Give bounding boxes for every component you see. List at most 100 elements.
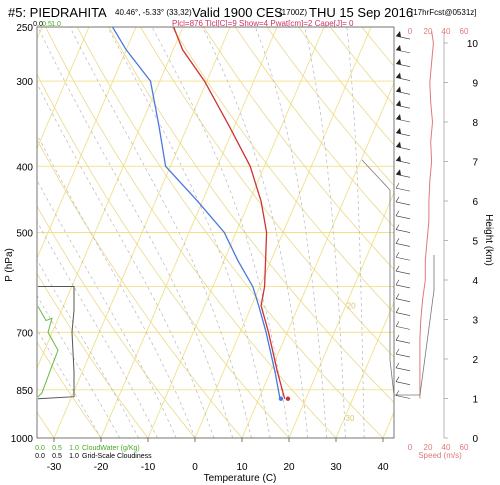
wind-barb xyxy=(395,293,411,303)
wind-barb-feather xyxy=(395,224,400,230)
wind-barb-staff xyxy=(395,243,411,247)
wind-barb-feather xyxy=(395,210,400,216)
cloud-panel xyxy=(37,286,75,400)
wind-barb-flag xyxy=(396,169,401,176)
wind-barb-staff xyxy=(395,339,411,344)
x-axis-title: Temperature (C) xyxy=(204,473,277,484)
height-tick-label: 4 xyxy=(472,276,478,287)
wind-barb-staff xyxy=(395,104,411,109)
chart-title-coords: 40.46°, -5.33° (33,32) xyxy=(115,8,192,17)
wind-barb-flag xyxy=(396,100,401,107)
cloudiness-tick-label: 0.5 xyxy=(52,453,62,460)
chart-params: Plcl=876 Tlcl[C]=9 Show=4 Pwat[cm]=2 Cap… xyxy=(172,19,354,28)
temperature-tick-label: 40 xyxy=(377,462,389,473)
moist-adiabat xyxy=(37,179,177,438)
speed-tick-label: 0 xyxy=(408,443,413,452)
column-outline xyxy=(361,159,435,396)
wind-barb-staff xyxy=(395,77,411,81)
dry-adiabat xyxy=(108,27,394,404)
wind-barb-feather xyxy=(395,348,400,355)
isotherm-line xyxy=(37,27,137,260)
speed-axis-top-label: 0 xyxy=(408,27,413,36)
temperature-point xyxy=(285,396,291,401)
cloudwater-tick-label: 0.0 xyxy=(35,445,45,452)
wind-barb xyxy=(395,307,411,316)
chart-title-valid-z: (1700Z) xyxy=(279,8,307,17)
wind-barb-flag xyxy=(396,72,401,79)
wind-barb-staff xyxy=(395,132,411,137)
wind-barb-feather xyxy=(395,376,400,382)
wind-barb-flag xyxy=(396,127,401,134)
wind-barb-feather xyxy=(395,182,400,189)
speed-tick-label: 40 xyxy=(442,443,451,452)
wind-barb-staff xyxy=(395,353,411,358)
wind-barb-flag xyxy=(396,114,401,120)
dewpoint-line xyxy=(111,27,281,399)
moist-adiabat xyxy=(202,27,309,438)
wind-barb-feather xyxy=(395,307,400,313)
moist-adiabat xyxy=(37,27,233,438)
wind-barb-staff xyxy=(395,326,411,330)
cloudiness-tick-label: 1.0 xyxy=(69,453,79,460)
wind-barb-staff xyxy=(395,35,411,40)
wind-barb xyxy=(395,224,411,233)
height-tick-label: 0 xyxy=(472,434,478,445)
height-tick-label: 9 xyxy=(472,79,478,90)
dry-adiabat xyxy=(171,27,394,314)
wind-barb-staff xyxy=(395,174,411,178)
wind-barb xyxy=(395,100,411,109)
dry-adiabat xyxy=(37,341,102,438)
dry-adiabat xyxy=(140,27,394,358)
dry-adiabat xyxy=(37,272,149,438)
wind-barb-staff xyxy=(395,381,411,385)
speed-tick-label: 60 xyxy=(460,443,469,452)
height-tick-label: 10 xyxy=(467,39,479,50)
dry-adiabat xyxy=(45,27,337,438)
wind-speed-profile xyxy=(419,31,434,399)
cloud-axis-top-label: 0.0 xyxy=(33,21,43,28)
height-tick-label: 1 xyxy=(472,395,478,406)
height-tick-label: 6 xyxy=(472,197,478,208)
cloudwater-tick-label: 0.5 xyxy=(52,445,62,452)
pressure-axis: 250 300 400 500 700 850 1000 xyxy=(11,23,34,445)
dry-adiabat xyxy=(37,205,196,438)
wind-barb xyxy=(395,44,411,54)
cloud-axis-top-label: 1.0 xyxy=(51,21,61,28)
wind-barb xyxy=(395,252,411,261)
isotherm-line xyxy=(100,27,278,438)
temperature-line xyxy=(172,27,286,399)
wind-barb-staff xyxy=(395,229,411,233)
pressure-tick-label: 300 xyxy=(16,77,33,88)
moist-adiabat xyxy=(37,82,215,438)
wind-barb-staff xyxy=(395,118,411,123)
wind-barb-feather xyxy=(395,279,400,286)
pressure-tick-label: 700 xyxy=(16,328,33,339)
isotherm-line xyxy=(53,27,231,438)
pressure-tick-label: 1000 xyxy=(11,434,34,445)
wind-barb-flag xyxy=(396,141,401,148)
moist-adiabat xyxy=(304,27,346,438)
moist-adiabat xyxy=(69,27,252,438)
wind-barb xyxy=(395,335,411,344)
plot-frame xyxy=(36,26,395,439)
wind-barb xyxy=(395,141,411,150)
chart-title-fcst: [17hrFcst@0531z] xyxy=(411,8,476,17)
height-axis: 0 1 2 3 4 5 6 7 8 9 10 xyxy=(443,33,479,445)
temperature-tick-label: -20 xyxy=(94,462,109,473)
wind-barb-staff xyxy=(395,201,411,206)
speed-tick-label: 20 xyxy=(424,443,433,452)
height-tick-label: 8 xyxy=(472,118,478,129)
height-axis-title: Height (km) xyxy=(483,214,494,266)
wind-barb-flag xyxy=(396,31,401,38)
wind-barb-staff xyxy=(395,160,411,164)
wind-barb xyxy=(395,196,411,206)
wind-barb-staff xyxy=(395,298,411,303)
moist-adiabat xyxy=(346,27,365,438)
wind-barb xyxy=(395,155,411,164)
wind-barb xyxy=(395,114,411,123)
wind-barb-staff xyxy=(395,312,411,316)
cloud-axis-bottom: 0.0 0.5 1.0 CloudWater (g/Kg) 0.0 0.5 1.0 Grid-… xyxy=(35,445,152,460)
